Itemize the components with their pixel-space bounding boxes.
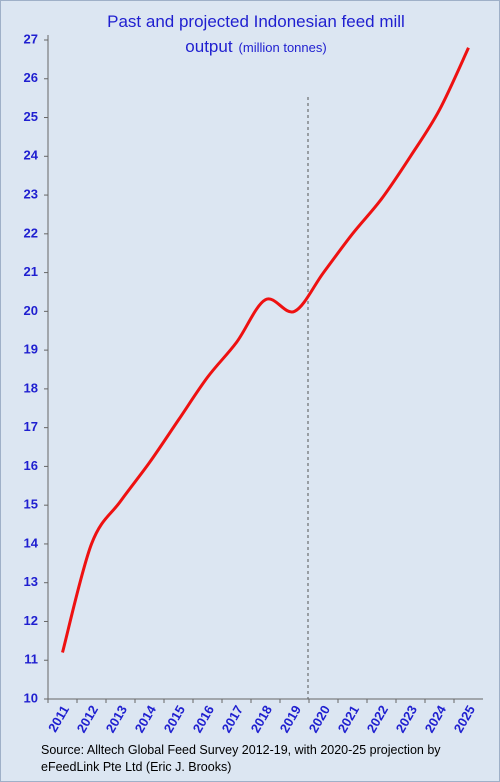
- chart-title: Past and projected Indonesian feed mill …: [107, 12, 405, 56]
- x-tick-label: 2022: [364, 703, 391, 736]
- y-tick-label: 20: [24, 303, 38, 318]
- y-tick-label: 11: [24, 652, 38, 667]
- y-tick-label: 15: [24, 497, 38, 512]
- chart-subtitle: (million tonnes): [238, 40, 327, 55]
- y-tick-label: 19: [24, 342, 38, 357]
- y-tick-label: 14: [24, 535, 39, 550]
- x-tick-label: 2021: [335, 703, 362, 736]
- x-tick-label: 2013: [103, 703, 130, 736]
- y-tick-label: 25: [24, 109, 38, 124]
- y-tick-label: 26: [24, 70, 38, 85]
- x-tick-label: 2012: [74, 703, 101, 736]
- y-tick-label: 18: [24, 380, 38, 395]
- x-tick-label: 2011: [45, 703, 72, 735]
- y-tick-label: 27: [24, 31, 38, 46]
- x-tick-label: 2018: [248, 703, 275, 736]
- title-block: Past and projected Indonesian feed mill …: [96, 9, 416, 60]
- source-note: Source: Alltech Global Feed Survey 2012-…: [41, 743, 441, 774]
- y-tick-label: 22: [24, 225, 38, 240]
- y-tick-label: 12: [24, 613, 38, 628]
- x-tick-label: 2017: [219, 703, 246, 736]
- x-tick-label: 2014: [132, 702, 160, 735]
- x-tick-label: 2024: [422, 702, 450, 735]
- x-tick-label: 2016: [190, 703, 217, 736]
- x-tick-label: 2019: [277, 703, 304, 736]
- y-tick-label: 16: [24, 458, 38, 473]
- y-tick-label: 17: [24, 419, 38, 434]
- data-line: [61, 47, 470, 653]
- x-tick-label: 2023: [393, 703, 420, 736]
- x-tick-label: 2020: [306, 703, 333, 736]
- y-tick-label: 21: [24, 264, 38, 279]
- y-tick-label: 13: [24, 574, 38, 589]
- y-tick-label: 10: [24, 690, 38, 705]
- x-tick-label: 2015: [161, 703, 188, 736]
- x-tick-label: 2025: [451, 703, 478, 736]
- y-tick-label: 24: [24, 148, 39, 163]
- y-tick-label: 23: [24, 186, 38, 201]
